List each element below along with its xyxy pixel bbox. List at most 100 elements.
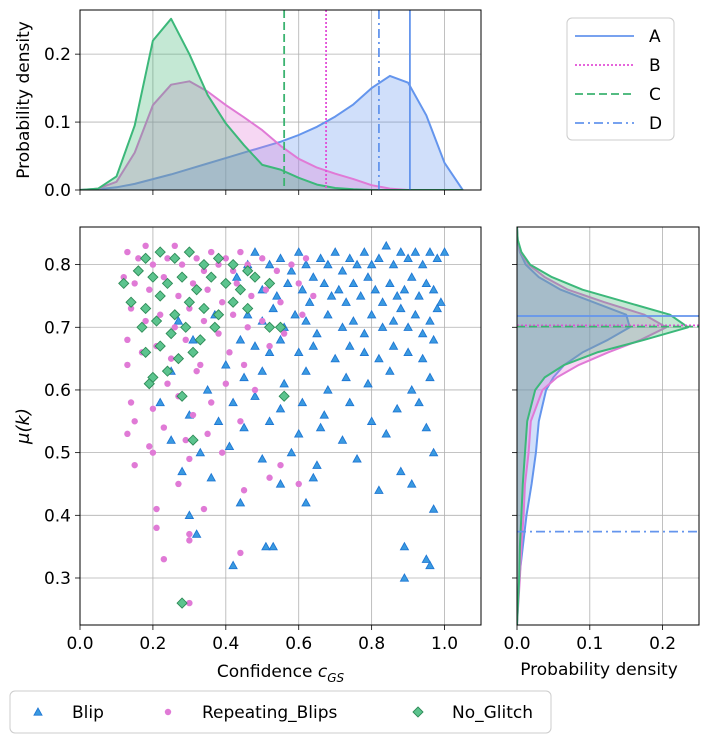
point-blip-32	[334, 284, 344, 294]
point-blip-91	[425, 372, 435, 382]
point-blip-43	[414, 291, 424, 300]
point-blip-77	[388, 341, 399, 350]
point-blip-130	[191, 529, 202, 538]
point-blip-139	[155, 397, 165, 407]
top-kde-line-no_glitch	[80, 17, 463, 190]
point-repeating_blips-33	[295, 280, 302, 287]
point-repeating_blips-45	[280, 330, 288, 337]
point-no_glitch-30	[165, 327, 177, 340]
point-repeating_blips-0	[124, 248, 131, 256]
point-no_glitch-20	[139, 302, 152, 315]
point-repeating_blips-81	[295, 480, 302, 488]
point-blip-110	[421, 422, 432, 432]
main-plot-area	[80, 227, 481, 625]
point-blip-82	[239, 372, 249, 382]
right-xlabel: Probability density	[520, 660, 678, 680]
point-blip-85	[301, 366, 311, 375]
marker-legend: Blip Repeating_Blips No_Glitch	[9, 690, 552, 734]
point-repeating_blips-5	[164, 255, 171, 262]
point-no_glitch-41	[161, 365, 174, 377]
marker-legend-swatch-repeating_blips	[164, 708, 172, 716]
right-xtick-label-0: 0.0	[503, 634, 530, 654]
point-blip-103	[213, 416, 224, 425]
point-repeating_blips-83	[186, 530, 193, 538]
point-blip-53	[312, 328, 322, 338]
top-ytick-label-2: 0.2	[44, 45, 71, 65]
point-no_glitch-39	[187, 346, 199, 358]
point-repeating_blips-73	[131, 461, 138, 469]
point-blip-11	[344, 253, 355, 262]
point-blip-131	[228, 560, 238, 570]
point-repeating_blips-78	[266, 474, 273, 481]
point-blip-14	[366, 259, 377, 269]
top-kde-fill-no_glitch	[80, 18, 463, 190]
point-no_glitch-18	[263, 277, 276, 290]
point-blip-18	[396, 247, 406, 256]
point-blip-105	[264, 416, 275, 425]
marker-legend-label-blip: Blip	[72, 703, 104, 723]
point-blip-83	[257, 366, 268, 375]
point-repeating_blips-25	[175, 292, 182, 300]
point-no_glitch-22	[169, 309, 181, 321]
line-legend-label-b: B	[649, 56, 661, 76]
point-repeating_blips-22	[131, 280, 138, 287]
point-blip-26	[272, 291, 282, 300]
main-xtick-label-0: 0.0	[66, 634, 93, 654]
point-repeating_blips-87	[186, 599, 193, 607]
point-blip-126	[184, 510, 195, 519]
point-no_glitch-32	[194, 334, 206, 346]
point-blip-115	[286, 447, 297, 457]
point-blip-133	[268, 541, 278, 551]
point-repeating_blips-66	[131, 418, 138, 425]
main-xlabel-c: c	[318, 662, 328, 682]
point-repeating_blips-68	[189, 411, 197, 419]
point-blip-124	[374, 485, 384, 494]
point-blip-24	[439, 247, 450, 256]
point-repeating_blips-32	[277, 299, 284, 306]
point-no_glitch-44	[278, 390, 290, 402]
point-repeating_blips-51	[182, 336, 189, 344]
point-no_glitch-31	[180, 321, 192, 333]
right-kde-line-repeating_blips	[517, 227, 668, 625]
point-blip-125	[406, 479, 417, 488]
point-blip-88	[363, 378, 373, 388]
point-repeating_blips-21	[120, 273, 127, 281]
point-blip-71	[293, 347, 304, 357]
point-blip-136	[421, 554, 432, 563]
point-no_glitch-10	[147, 271, 159, 283]
point-repeating_blips-6	[171, 242, 178, 250]
point-blip-66	[432, 303, 443, 313]
point-blip-64	[417, 328, 428, 338]
point-repeating_blips-28	[218, 299, 226, 306]
point-blip-1	[264, 259, 275, 269]
point-blip-79	[417, 353, 428, 363]
point-blip-135	[399, 573, 410, 582]
point-blip-81	[221, 359, 231, 369]
point-blip-127	[235, 497, 246, 507]
main-xtick-label-2: 0.4	[212, 634, 239, 654]
point-repeating_blips-43	[244, 324, 251, 331]
point-blip-27	[283, 278, 293, 288]
point-blip-106	[293, 428, 304, 438]
point-blip-0	[250, 247, 260, 256]
point-repeating_blips-86	[237, 549, 244, 557]
point-repeating_blips-19	[288, 261, 295, 268]
point-blip-80	[428, 334, 439, 344]
point-repeating_blips-38	[171, 324, 178, 331]
point-blip-97	[319, 410, 330, 419]
point-no_glitch-43	[143, 378, 155, 390]
point-blip-94	[250, 391, 260, 400]
point-blip-117	[352, 453, 362, 463]
line-legend-box	[566, 17, 675, 141]
point-repeating_blips-53	[226, 349, 233, 356]
point-blip-8	[323, 259, 333, 269]
point-repeating_blips-40	[200, 317, 208, 325]
point-repeating_blips-75	[277, 461, 284, 469]
main-xtick-label-5: 1.0	[431, 634, 458, 654]
main-ytick-label-0: 0.3	[44, 569, 71, 589]
point-blip-140	[173, 316, 184, 325]
point-repeating_blips-50	[167, 355, 175, 362]
point-blip-107	[315, 422, 326, 432]
main-ytick-label-3: 0.6	[44, 381, 71, 401]
point-blip-72	[308, 341, 319, 350]
